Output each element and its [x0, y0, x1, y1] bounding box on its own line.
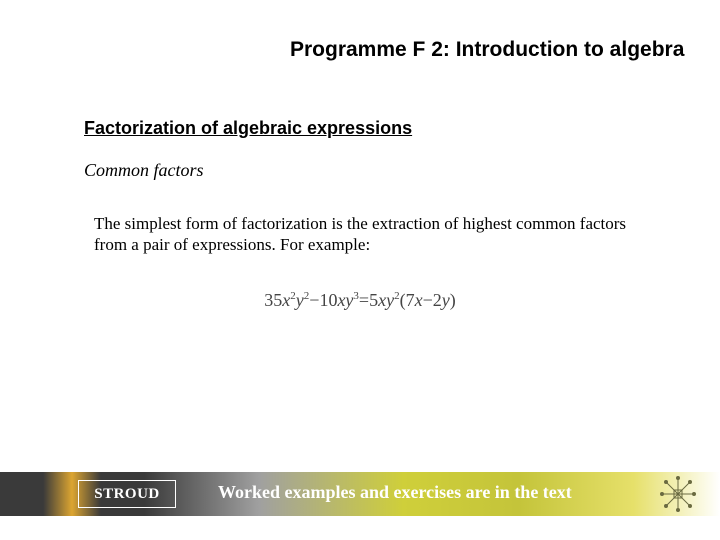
equation: 35x2y2−10xy3=5xy2(7x−2y) — [0, 290, 720, 311]
eq-coef: 2 — [433, 290, 442, 310]
programme-header: Programme F 2: Introduction to algebra — [290, 38, 690, 62]
section-title: Factorization of algebraic expressions — [84, 118, 412, 139]
eq-op: = — [359, 290, 369, 310]
eq-var: xy — [337, 290, 353, 310]
body-text: The simplest form of factorization is th… — [94, 213, 660, 256]
footer: STROUD Worked examples and exercises are… — [0, 472, 720, 516]
eq-paren: ) — [450, 290, 456, 310]
eq-var: x — [415, 290, 423, 310]
spark-icon — [658, 474, 698, 514]
eq-op: − — [423, 290, 433, 310]
eq-coef: 5 — [369, 290, 378, 310]
eq-coef: 10 — [319, 290, 337, 310]
footer-text: Worked examples and exercises are in the… — [218, 482, 572, 503]
eq-coef: 7 — [406, 290, 415, 310]
subtitle: Common factors — [84, 160, 204, 181]
eq-var: y — [296, 290, 304, 310]
slide: Programme F 2: Introduction to algebra F… — [0, 0, 720, 540]
eq-coef: 35 — [264, 290, 282, 310]
eq-var: xy — [378, 290, 394, 310]
brand-box: STROUD — [78, 480, 176, 508]
eq-var: y — [442, 290, 450, 310]
eq-op: − — [309, 290, 319, 310]
